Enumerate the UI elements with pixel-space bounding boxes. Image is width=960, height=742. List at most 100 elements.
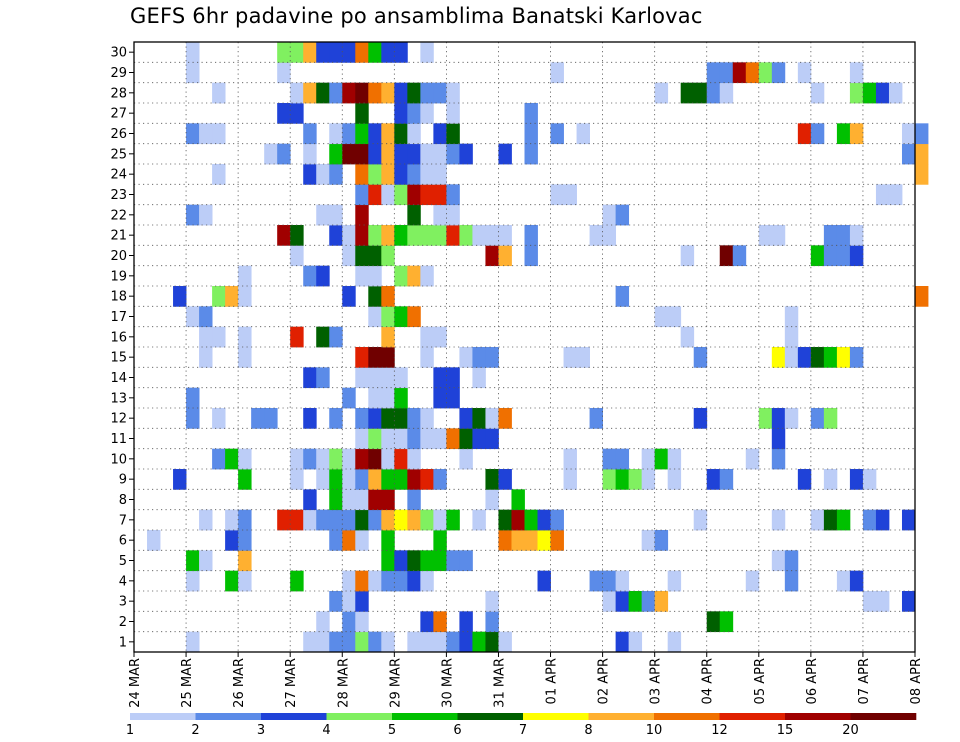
heatmap-cell [485, 225, 499, 246]
legend-swatch [588, 713, 655, 720]
heatmap-cell [355, 42, 369, 63]
heatmap-cell [485, 489, 499, 511]
heatmap-cell [368, 123, 382, 145]
heatmap-cell [485, 469, 499, 490]
heatmap-cell [342, 611, 356, 633]
y-tick-label: 9 [119, 473, 127, 488]
heatmap-cell [498, 469, 512, 490]
x-tick-label: 30 MAR [440, 658, 455, 708]
y-tick-label: 12 [110, 412, 127, 427]
heatmap-cell [797, 347, 812, 368]
heatmap-cell [342, 469, 356, 490]
x-tick-label: 08 APR [909, 658, 924, 704]
heatmap-cell [290, 469, 304, 490]
heatmap-cell [810, 123, 825, 145]
heatmap-cell [186, 42, 200, 63]
heatmap-cell [433, 225, 447, 246]
heatmap-cell [394, 367, 408, 389]
heatmap-cell [238, 550, 252, 572]
heatmap-cell [368, 82, 382, 104]
heatmap-cell [836, 570, 851, 592]
heatmap-cell [420, 347, 434, 368]
heatmap-cell [290, 448, 304, 470]
heatmap-cell [433, 631, 447, 653]
heatmap-cell [329, 204, 343, 226]
heatmap-cell [706, 82, 721, 104]
heatmap-cell [823, 347, 838, 368]
heatmap-cell [212, 448, 226, 470]
legend-label: 3 [257, 723, 265, 738]
heatmap-cell [498, 530, 512, 551]
heatmap-cell [472, 631, 486, 653]
heatmap-cell [732, 62, 747, 84]
heatmap-cell [420, 326, 434, 348]
heatmap-cell [446, 143, 460, 165]
heatmap-cell [355, 530, 369, 551]
heatmap-cell [238, 469, 252, 490]
heatmap-cell [290, 245, 304, 267]
heatmap-cell [225, 509, 239, 531]
heatmap-cell [446, 103, 460, 124]
heatmap-cell [420, 509, 434, 531]
heatmap-cell [251, 408, 265, 429]
heatmap-cell [225, 530, 239, 551]
legend-swatch [785, 713, 851, 720]
heatmap-cell [394, 448, 408, 470]
heatmap-cell [394, 164, 408, 185]
heatmap-cell [433, 428, 447, 450]
heatmap-cell [303, 123, 317, 145]
heatmap-cell [303, 82, 317, 104]
heatmap-cell [849, 62, 864, 84]
heatmap-cell [433, 164, 447, 185]
heatmap-cell [238, 347, 252, 368]
heatmap-cell [433, 509, 447, 531]
heatmap-cell [693, 509, 708, 531]
heatmap-cell [329, 489, 343, 511]
heatmap-cell [407, 489, 421, 511]
heatmap-cell [446, 367, 460, 389]
heatmap-cell [849, 347, 864, 368]
y-tick-label: 2 [119, 615, 127, 630]
heatmap-cell [342, 123, 356, 145]
heatmap-cell [420, 225, 434, 246]
heatmap-cell [771, 509, 786, 531]
heatmap-cell [472, 408, 486, 429]
legend-swatch [523, 713, 589, 720]
heatmap-cell [368, 245, 382, 267]
heatmap-cell [329, 225, 343, 246]
heatmap-cell [498, 225, 512, 246]
heatmap-cell [524, 509, 538, 531]
heatmap-cell [342, 530, 356, 551]
heatmap-cell [329, 143, 343, 165]
heatmap-cell [316, 82, 330, 104]
heatmap-cell [368, 428, 382, 450]
heatmap-cell [290, 570, 304, 592]
heatmap-cell [446, 204, 460, 226]
heatmap-cell [342, 448, 356, 470]
heatmap-cell [316, 265, 330, 287]
heatmap-cell [433, 143, 447, 165]
heatmap-cell [836, 509, 851, 531]
heatmap-cell [394, 265, 408, 287]
plot-frame [133, 41, 916, 653]
heatmap-cell [915, 143, 929, 165]
heatmap-cell [381, 408, 395, 429]
heatmap-cell [186, 631, 200, 653]
heatmap-cell [420, 82, 434, 104]
x-tick-label: 29 MAR [388, 658, 403, 708]
heatmap-cell [823, 469, 838, 490]
heatmap-cell [420, 631, 434, 653]
heatmap-cell [420, 265, 434, 287]
heatmap-cell [394, 428, 408, 450]
heatmap-cell [771, 225, 786, 246]
heatmap-cell [316, 367, 330, 389]
heatmap-cell [446, 550, 460, 572]
heatmap-cell [342, 225, 356, 246]
heatmap-cell [615, 204, 630, 226]
heatmap-cell [368, 387, 382, 409]
heatmap-cell [316, 326, 330, 348]
heatmap-cell [316, 611, 330, 633]
legend-swatch [654, 713, 720, 720]
heatmap-cell [355, 103, 369, 124]
